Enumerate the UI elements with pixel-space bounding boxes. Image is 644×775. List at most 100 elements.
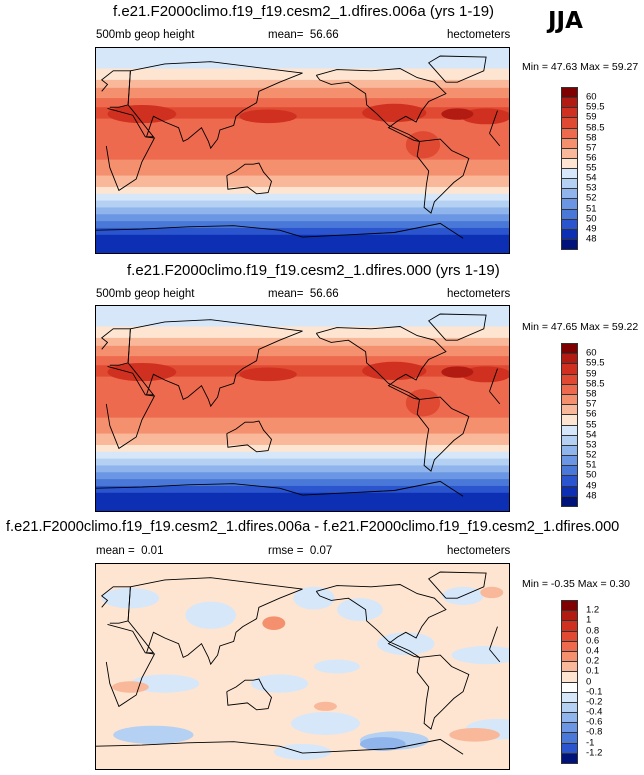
- colorbar-label: 59.5: [586, 357, 605, 369]
- contour-region: [293, 586, 335, 610]
- colorbar-label: 0: [586, 676, 592, 687]
- colorbar-label: 52: [586, 449, 597, 461]
- colorbar-swatch: [561, 495, 578, 507]
- contour-band: [96, 337, 509, 347]
- coastline-asia: [127, 319, 303, 408]
- coastline-namerica: [315, 584, 447, 658]
- panel-1-variable: 500mb geop height: [96, 29, 195, 41]
- contour-band: [96, 485, 509, 494]
- contour-band: [96, 68, 509, 81]
- contour-band: [96, 472, 509, 480]
- contour-region: [362, 103, 427, 123]
- colorbar-label: -0.8: [586, 726, 603, 738]
- colorbar-label: -0.4: [586, 706, 603, 718]
- colorbar-label: 56: [586, 152, 597, 164]
- contour-band: [96, 326, 509, 339]
- colorbar-label: -0.6: [586, 716, 603, 728]
- colorbar-label: -1: [586, 737, 595, 749]
- contour-region: [101, 587, 160, 609]
- contour-band: [96, 175, 509, 188]
- contour-band: [96, 118, 509, 161]
- panel-2-variable: 500mb geop height: [96, 288, 195, 300]
- contour-band: [96, 365, 509, 378]
- contour-region: [273, 743, 332, 760]
- panel-3-mean-value: 0.01: [141, 545, 164, 557]
- panel-1-units: hectometers: [447, 29, 511, 41]
- panel-2-min-label: Min =: [522, 321, 548, 333]
- panel-2-mean: mean= 56.66: [268, 288, 339, 300]
- contour-band: [96, 451, 509, 460]
- colorbar-label: 48: [586, 490, 597, 502]
- panel-2-minmax: Min = 47.65 Max = 59.22: [522, 321, 638, 333]
- colorbar-label: 51: [586, 203, 597, 214]
- contour-region: [313, 659, 360, 674]
- contour-band: [96, 458, 509, 466]
- contour-band: [96, 200, 509, 208]
- panel-3-rmse-label: rmse =: [268, 545, 304, 557]
- contour-region: [107, 104, 177, 124]
- panel-2-title: f.e21.F2000climo.f19_f19.cesm2_1.dfires.…: [127, 262, 500, 279]
- colorbar-label: -0.2: [586, 696, 603, 708]
- contour-region: [362, 361, 427, 381]
- contour-band: [96, 444, 509, 453]
- colorbar-label: 58.5: [586, 378, 605, 390]
- panel-1-min-label: Min =: [522, 61, 548, 73]
- colorbar-label: 53: [586, 439, 597, 451]
- coastline-africa: [105, 623, 501, 708]
- colorbar-label: 59: [586, 368, 597, 380]
- panel-1-min-value: 47.63: [550, 61, 578, 73]
- contour-region: [113, 725, 194, 744]
- panel-3-rmse: rmse = 0.07: [268, 545, 332, 557]
- panel-2-mean-label: mean=: [268, 288, 304, 300]
- panel-1-minmax: Min = 47.63 Max = 59.27: [522, 61, 638, 73]
- panel-2-mean-value: 56.66: [309, 288, 339, 300]
- season-label: JJA: [548, 8, 583, 34]
- map-svg: [96, 564, 509, 769]
- coastline-samerica: [416, 396, 470, 472]
- colorbar-label: 50: [586, 469, 597, 481]
- colorbar-label: 57: [586, 398, 597, 410]
- colorbar-label: 1: [586, 614, 592, 626]
- contour-band: [96, 214, 509, 222]
- contour-band: [96, 479, 509, 487]
- coastline-greenland: [428, 55, 487, 83]
- contour-band: [96, 159, 509, 177]
- colorbar-label: 0.6: [586, 635, 600, 647]
- coastline-namerica: [315, 326, 447, 400]
- colorbar-label: 0.1: [586, 665, 600, 677]
- contour-region: [262, 616, 286, 631]
- coastline-australia: [226, 420, 273, 453]
- colorbar-label: 58: [586, 388, 597, 400]
- contour-region: [112, 681, 149, 693]
- colorbar-label: 55: [586, 162, 597, 174]
- contour-band: [96, 48, 509, 69]
- contour-region: [377, 632, 435, 656]
- colorbar-label: 53: [586, 182, 597, 194]
- contour-band: [96, 87, 509, 99]
- colorbar-label: 51: [586, 459, 597, 471]
- contour-band: [96, 227, 509, 236]
- colorbar-label: 58.5: [586, 122, 605, 133]
- colorbar-label: 0.2: [586, 655, 600, 667]
- contour-band: [96, 417, 509, 435]
- colorbar-label: 59: [586, 111, 597, 123]
- contour-band: [96, 186, 509, 195]
- coastline-samerica: [416, 138, 470, 214]
- contour-region: [250, 674, 309, 693]
- coastline-antarctica: [96, 738, 464, 755]
- contour-band: [96, 356, 509, 366]
- panel-1-mean-value: 56.66: [309, 29, 339, 41]
- coastline-samerica: [416, 654, 470, 730]
- contour-region: [313, 701, 337, 711]
- contour-region: [291, 712, 360, 735]
- contour-band: [96, 492, 509, 511]
- panel-3-min-value: -0.35: [550, 578, 575, 590]
- colorbar-label: 48: [586, 233, 597, 245]
- contour-band: [96, 79, 509, 89]
- colorbar-label: 59.5: [586, 101, 605, 113]
- coastline-antarctica: [96, 222, 464, 239]
- panel-3-mean-label: mean =: [96, 545, 135, 557]
- colorbar-label: -1.2: [586, 747, 603, 759]
- coastline-australia: [226, 162, 273, 195]
- colorbar-label: 1.2: [586, 604, 600, 616]
